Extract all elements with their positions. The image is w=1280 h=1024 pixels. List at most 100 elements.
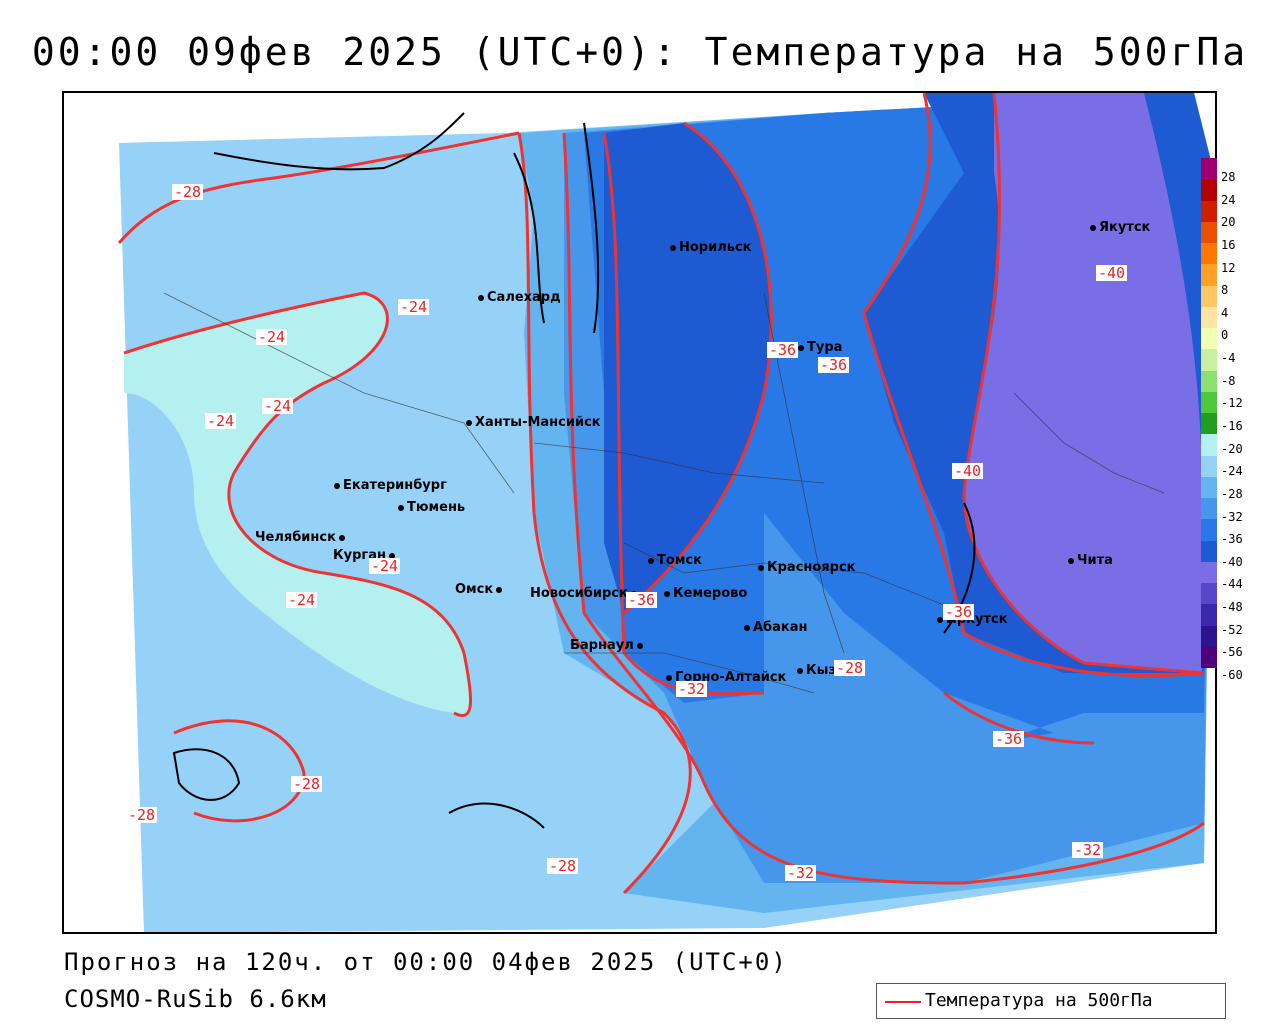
- city-label: Новосибирск: [530, 586, 628, 601]
- contour-label: -24: [369, 557, 401, 575]
- zone-tongue: [604, 123, 772, 613]
- temperature-field: [117, 93, 1214, 932]
- colorbar-swatch: [1201, 583, 1217, 605]
- colorbar-tick-label: -12: [1221, 396, 1243, 411]
- city-dot-icon: [648, 557, 654, 564]
- city-label: Норильск: [679, 240, 752, 255]
- map-title: 00:00 09фев 2025 (UTC+0): Температура на…: [31, 30, 1249, 74]
- city-label: Красноярск: [767, 560, 856, 575]
- city-dot-icon: [1068, 557, 1074, 564]
- city-marker: Барнаул: [570, 638, 646, 653]
- city-dot-icon: [338, 534, 345, 541]
- contour-label: -24: [286, 591, 318, 609]
- city-marker: Якутск: [1090, 220, 1150, 235]
- colorbar-tick-label: -44: [1221, 577, 1243, 592]
- city-dot-icon: [937, 616, 943, 623]
- contour-label: -24: [262, 397, 294, 415]
- city-marker: Ханты-Мансийск: [466, 415, 601, 430]
- contour-label: -36: [767, 341, 799, 359]
- city-marker: Тура: [798, 340, 842, 355]
- colorbar-swatch: [1201, 349, 1217, 371]
- city-label: Тюмень: [407, 500, 466, 515]
- city-dot-icon: [798, 344, 804, 351]
- contour-label: -28: [834, 659, 866, 677]
- city-marker: Омск: [455, 582, 505, 597]
- city-marker: Челябинск: [255, 530, 348, 545]
- zone-minus24: [124, 293, 471, 716]
- colorbar-tick-label: 12: [1221, 260, 1236, 275]
- contour-label: -24: [398, 298, 430, 316]
- city-marker: Кемерово: [664, 586, 747, 601]
- colorbar-tick-label: -60: [1221, 668, 1243, 682]
- colorbar-swatch: [1201, 243, 1217, 265]
- colorbar-tick-label: 28: [1221, 170, 1236, 184]
- colorbar-tick-label: -32: [1221, 509, 1243, 524]
- colorbar-swatch: [1201, 370, 1217, 392]
- colorbar-swatch: [1201, 455, 1217, 477]
- city-marker: Норильск: [670, 240, 752, 255]
- contour-label: -28: [547, 857, 579, 875]
- colorbar-swatch: [1201, 625, 1217, 647]
- colorbar-tick-label: -48: [1221, 600, 1243, 615]
- city-dot-icon: [636, 642, 643, 649]
- city-marker: Чита: [1068, 553, 1113, 568]
- map-panel: [62, 91, 1217, 934]
- colorbar-swatch: [1201, 179, 1217, 201]
- colorbar-tick-label: -4: [1221, 351, 1236, 366]
- colorbar-swatch: [1201, 158, 1217, 180]
- contour-label: -32: [676, 680, 708, 698]
- contours: [117, 93, 1205, 895]
- contour-label: -36: [993, 730, 1025, 748]
- city-label: Челябинск: [255, 530, 336, 545]
- contour-label: -36: [943, 603, 975, 621]
- city-marker: Салехард: [478, 290, 561, 305]
- colorbar-swatch: [1201, 561, 1217, 583]
- colorbar-tick-label: -36: [1221, 532, 1243, 547]
- model-name: COSMO-RuSib 6.6км: [64, 985, 327, 1013]
- colorbar-tick-label: 0: [1221, 328, 1229, 343]
- contour-label: -28: [291, 775, 323, 793]
- city-label: Чита: [1077, 553, 1113, 568]
- city-marker: Екатеринбург: [334, 478, 447, 493]
- city-label: Екатеринбург: [343, 478, 447, 493]
- region-borders: [163, 292, 1165, 694]
- colorbar-swatch: [1201, 519, 1217, 541]
- city-dot-icon: [388, 552, 395, 559]
- city-label: Тура: [807, 340, 843, 355]
- colorbar-tick-label: -28: [1221, 486, 1243, 501]
- colorbar-tick-label: -24: [1221, 464, 1243, 479]
- city-dot-icon: [334, 482, 340, 489]
- colorbar-swatch: [1201, 306, 1217, 328]
- contour-label: -28: [172, 183, 204, 201]
- city-dot-icon: [664, 590, 670, 597]
- city-dot-icon: [797, 667, 803, 674]
- colorbar-tick-label: -20: [1221, 441, 1243, 456]
- city-dot-icon: [758, 564, 764, 571]
- colorbar-swatch: [1201, 476, 1217, 498]
- contour-label: -36: [626, 591, 658, 609]
- city-dot-icon: [670, 244, 676, 251]
- colorbar-swatch: [1201, 200, 1217, 222]
- city-label: Омск: [455, 582, 494, 597]
- colorbar-swatch: [1201, 646, 1217, 668]
- contour-label: -32: [1072, 841, 1104, 859]
- legend-line-icon: [885, 1001, 921, 1003]
- city-label: Томск: [657, 553, 702, 568]
- city-dot-icon: [744, 624, 750, 631]
- city-marker: Абакан: [744, 620, 808, 635]
- city-dot-icon: [1090, 224, 1096, 231]
- city-label: Кемерово: [673, 586, 748, 601]
- colorbar: [1201, 158, 1217, 668]
- colorbar-swatch: [1201, 413, 1217, 435]
- city-label: Барнаул: [570, 638, 634, 653]
- colorbar-tick-label: -56: [1221, 645, 1243, 660]
- colorbar-tick-label: 20: [1221, 215, 1236, 230]
- city-label: Ханты-Мансийск: [475, 415, 601, 430]
- zone-minus44: [964, 93, 1203, 673]
- contour-label: -36: [818, 356, 850, 374]
- legend: Температура на 500гПа: [876, 983, 1226, 1019]
- colorbar-tick-label: -16: [1221, 419, 1243, 433]
- colorbar-swatch: [1201, 221, 1217, 243]
- contour-label: -40: [1096, 264, 1128, 282]
- contour-label: -24: [205, 412, 237, 430]
